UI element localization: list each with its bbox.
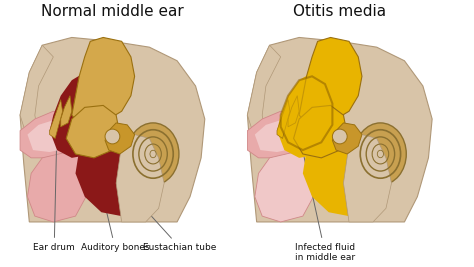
Polygon shape [247,37,432,222]
Polygon shape [27,150,90,222]
Text: Eustachian tube: Eustachian tube [118,179,217,252]
Polygon shape [61,96,72,127]
Circle shape [105,129,120,144]
Polygon shape [20,45,53,144]
Polygon shape [105,123,135,154]
Text: Auditory bones: Auditory bones [81,122,149,252]
Text: Infected fluid
in middle ear: Infected fluid in middle ear [295,137,355,262]
Polygon shape [20,37,205,222]
Polygon shape [332,123,362,154]
Polygon shape [72,37,135,123]
Polygon shape [50,72,116,158]
Polygon shape [293,105,347,158]
Polygon shape [344,135,392,222]
Polygon shape [277,100,290,139]
Polygon shape [247,45,281,144]
Polygon shape [303,135,373,216]
Polygon shape [50,100,63,139]
Text: Otitis media: Otitis media [293,3,386,18]
Polygon shape [281,76,332,150]
Polygon shape [247,111,312,158]
Polygon shape [277,72,344,158]
Text: Ear drum: Ear drum [33,128,75,252]
Polygon shape [255,119,307,152]
Polygon shape [66,105,120,158]
Circle shape [332,129,347,144]
Polygon shape [255,150,318,222]
Polygon shape [75,135,146,216]
Text: Normal middle ear: Normal middle ear [41,3,183,18]
Polygon shape [299,37,362,123]
Polygon shape [116,135,164,222]
Ellipse shape [355,123,406,185]
Polygon shape [288,96,299,127]
Polygon shape [20,111,85,158]
Polygon shape [27,119,79,152]
Ellipse shape [127,123,179,185]
